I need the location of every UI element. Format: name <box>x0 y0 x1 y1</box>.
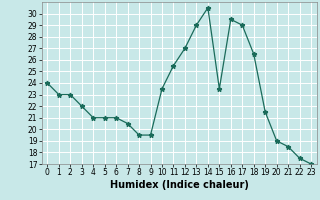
X-axis label: Humidex (Indice chaleur): Humidex (Indice chaleur) <box>110 180 249 190</box>
